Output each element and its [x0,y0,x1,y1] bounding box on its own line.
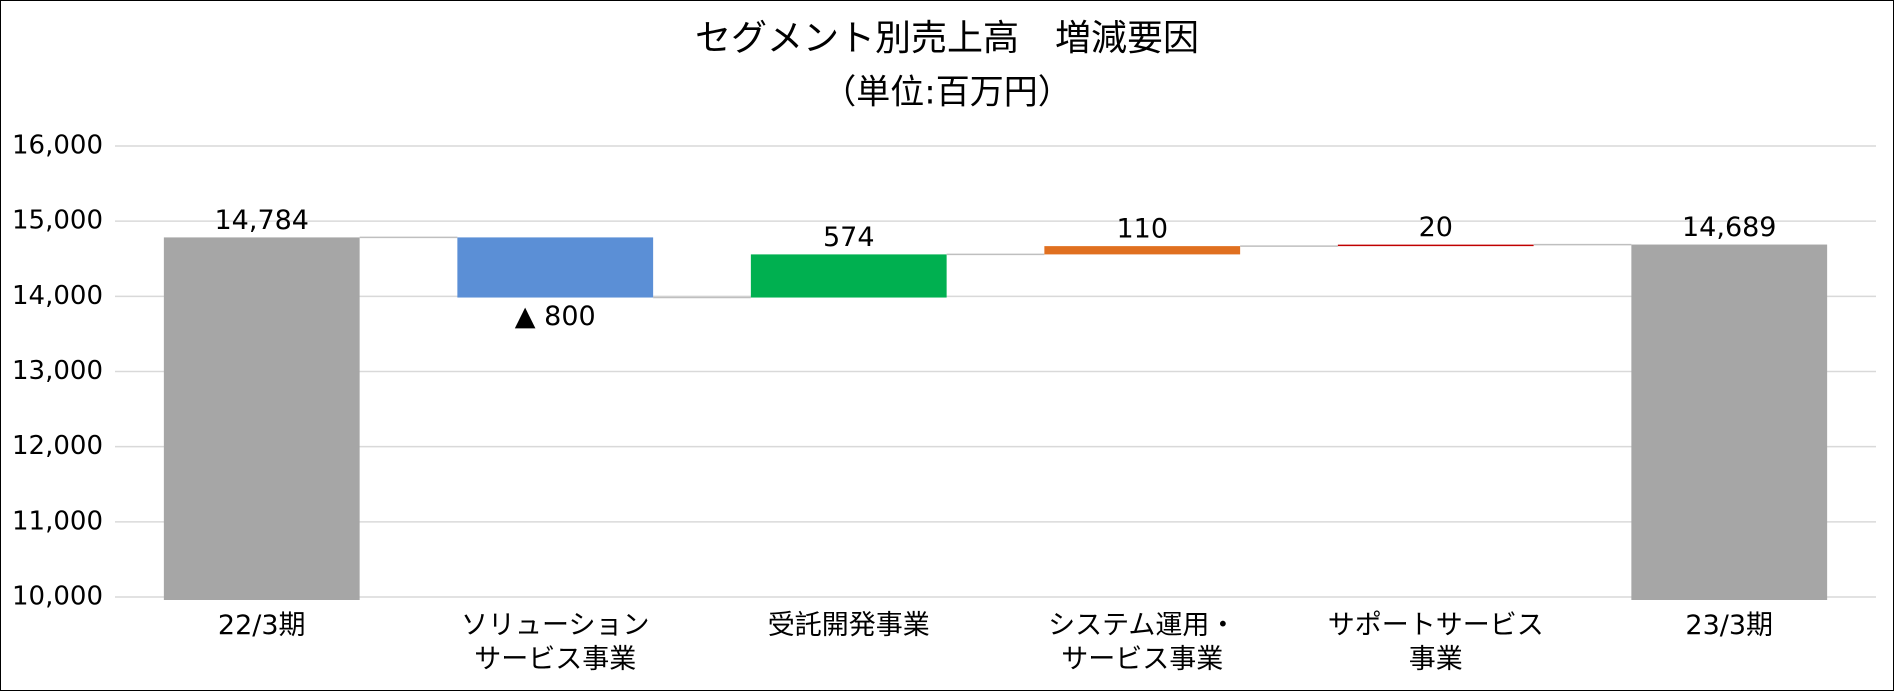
y-tick-label: 16,000 [12,131,103,161]
value-label: 14,689 [1682,212,1776,243]
x-tick-label: システム運用・ サービス事業 [1048,610,1237,675]
bar [163,237,360,601]
bar [1631,244,1828,600]
y-tick-label: 11,000 [12,506,103,536]
chart-title: セグメント別売上高 増減要因 [695,18,1199,59]
value-label: 20 [1419,212,1453,243]
value-label: 574 [823,222,875,253]
y-tick-label: 15,000 [12,206,103,236]
bar [1044,246,1241,255]
value-label: ▲ 800 [515,301,596,332]
x-tick-label: 受託開発事業 [767,610,930,641]
chart-subtitle: （単位:百万円） [822,73,1071,113]
y-tick-label: 12,000 [12,431,103,461]
y-tick-label: 10,000 [12,582,103,612]
value-label: 14,784 [215,205,309,236]
value-label: 110 [1116,214,1168,245]
y-tick-label: 13,000 [12,356,103,386]
x-tick-label: 23/3期 [1685,610,1774,641]
x-tick-label: サポートサービス 事業 [1327,610,1544,675]
x-tick-label: 22/3期 [217,610,306,641]
bar [1337,244,1534,247]
x-tick-label: ソリューション サービス事業 [461,610,650,675]
bar [750,254,947,298]
bar [457,237,654,298]
y-tick-label: 14,000 [12,281,103,311]
